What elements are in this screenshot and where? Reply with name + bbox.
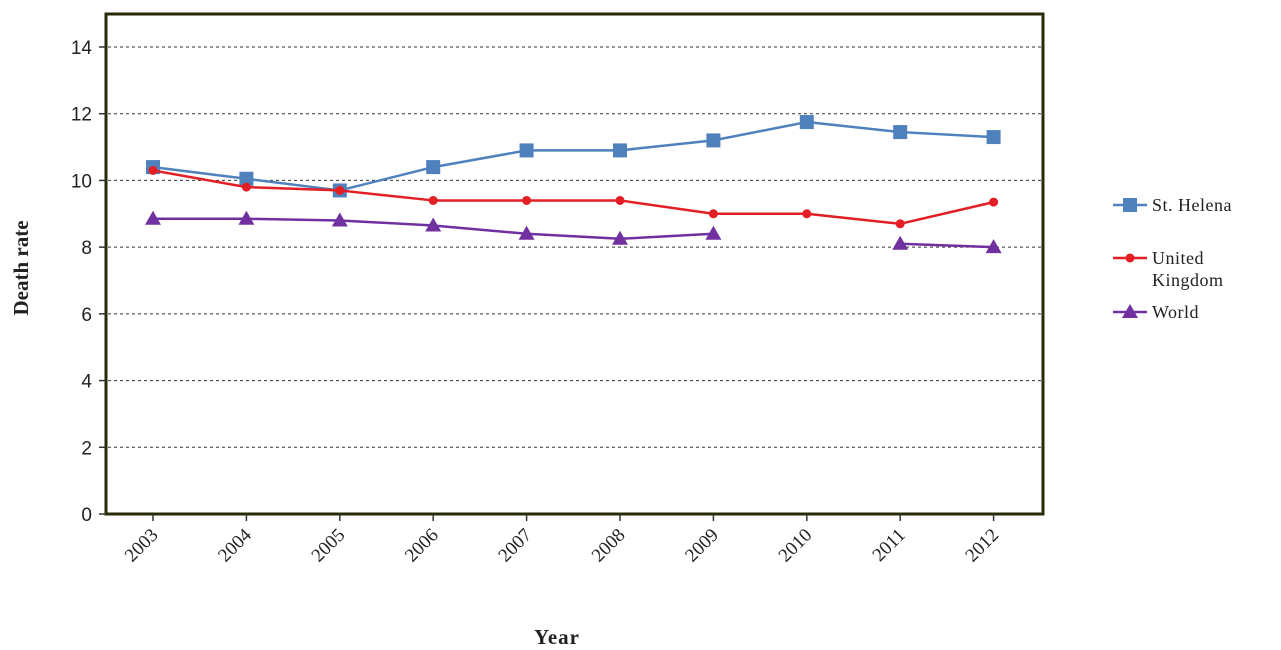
data-point xyxy=(426,160,441,175)
data-point xyxy=(799,115,814,130)
data-point xyxy=(615,195,625,205)
y-tick-label: 8 xyxy=(81,238,92,259)
data-point xyxy=(612,230,628,245)
legend-item: St. Helena xyxy=(1113,195,1232,215)
x-tick-label: 2010 xyxy=(775,525,817,567)
data-point xyxy=(522,195,532,205)
series-united-kingdom xyxy=(148,165,999,229)
y-axis-ticks: 0 2 4 6 8 10 12 14 xyxy=(71,38,106,526)
data-point xyxy=(145,210,161,225)
data-point xyxy=(238,210,255,225)
data-point xyxy=(893,125,908,140)
x-axis-title: Year xyxy=(534,625,580,649)
y-tick-label: 10 xyxy=(71,171,92,192)
series-group xyxy=(145,115,1002,254)
series-line xyxy=(152,169,994,226)
series-line xyxy=(152,120,994,192)
data-point xyxy=(802,209,812,219)
data-point xyxy=(1123,198,1137,212)
legend: St. Helena United Kingdom World xyxy=(1113,195,1232,322)
series-line xyxy=(900,242,994,249)
x-tick-label: 2011 xyxy=(869,525,910,566)
x-tick-label: 2003 xyxy=(121,525,163,567)
y-tick-label: 12 xyxy=(71,105,92,126)
data-point xyxy=(1125,253,1135,263)
data-point xyxy=(892,235,909,250)
data-point xyxy=(705,225,722,240)
y-tick-label: 14 xyxy=(71,38,93,59)
y-tick-label: 0 xyxy=(81,505,92,526)
legend-item: United Kingdom xyxy=(1113,248,1224,290)
x-tick-label: 2006 xyxy=(401,525,443,567)
data-point xyxy=(518,225,535,240)
series-world xyxy=(145,210,1002,254)
y-tick-label: 2 xyxy=(81,438,92,459)
data-point xyxy=(148,165,158,175)
data-point xyxy=(239,171,254,186)
legend-label: St. Helena xyxy=(1152,195,1232,215)
data-point xyxy=(985,239,1002,254)
data-point xyxy=(613,143,627,158)
x-tick-label: 2004 xyxy=(214,524,256,566)
data-point xyxy=(986,130,1001,145)
plot-area xyxy=(104,12,1045,516)
legend-item: World xyxy=(1113,302,1199,322)
y-tick-label: 6 xyxy=(81,305,92,326)
data-point xyxy=(241,182,251,192)
y-tick-label: 4 xyxy=(81,372,92,393)
x-tick-label: 2009 xyxy=(681,525,723,567)
data-point xyxy=(331,212,348,227)
x-tick-label: 2008 xyxy=(588,525,630,567)
x-tick-label: 2005 xyxy=(308,525,350,567)
data-point xyxy=(425,217,442,232)
data-point xyxy=(706,133,721,148)
data-point xyxy=(989,197,999,207)
legend-label: World xyxy=(1152,302,1199,322)
y-axis-title: Death rate xyxy=(9,220,33,315)
data-point xyxy=(1122,304,1138,318)
x-tick-label: 2012 xyxy=(961,525,1003,567)
x-tick-label: 2007 xyxy=(494,525,536,567)
data-point xyxy=(708,209,718,219)
legend-label: United Kingdom xyxy=(1152,248,1224,290)
data-point xyxy=(895,219,905,229)
data-point xyxy=(519,143,534,158)
x-axis-ticks: 2003 2004 2005 2006 2007 2008 2009 2010 2011 2012 xyxy=(121,514,1003,566)
data-point xyxy=(335,185,345,195)
data-point xyxy=(428,195,438,205)
series-st-helena xyxy=(146,115,1001,198)
